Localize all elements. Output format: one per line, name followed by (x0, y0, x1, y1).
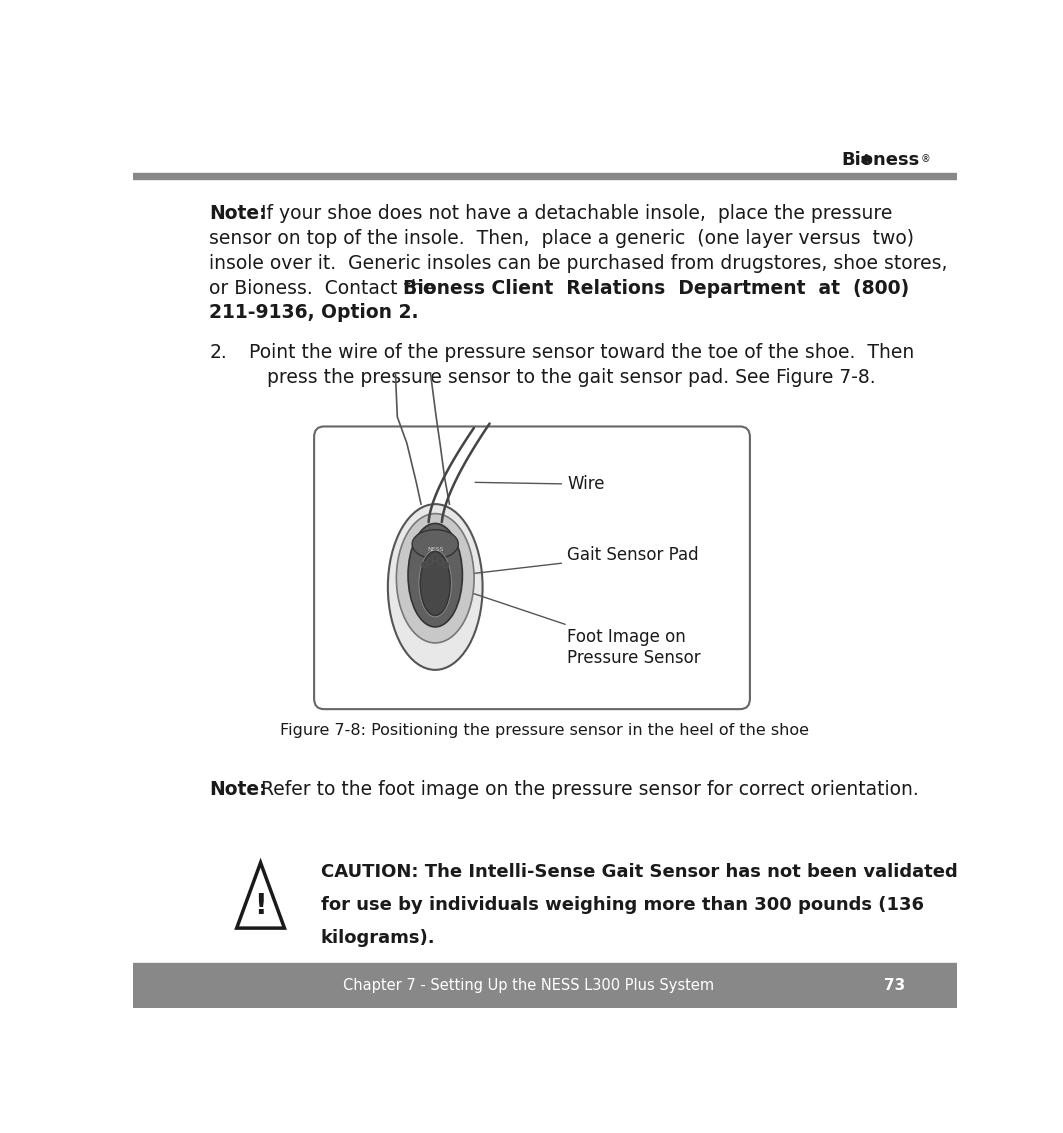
Ellipse shape (396, 513, 474, 642)
Text: or Bioness.  Contact the: or Bioness. Contact the (209, 279, 435, 298)
Text: Bioness Client  Relations  Department  at  (800): Bioness Client Relations Department at (… (403, 279, 909, 298)
Circle shape (421, 562, 427, 568)
Text: 2.: 2. (209, 343, 227, 363)
Ellipse shape (388, 504, 483, 670)
Text: Note:: Note: (209, 204, 267, 223)
Text: ®: ® (921, 154, 930, 164)
Text: Point the wire of the pressure sensor toward the toe of the shoe.  Then: Point the wire of the pressure sensor to… (249, 343, 914, 363)
Text: Gait Sensor Pad: Gait Sensor Pad (472, 546, 698, 573)
Text: insole over it.  Generic insoles can be purchased from drugstores, shoe stores,: insole over it. Generic insoles can be p… (209, 254, 948, 273)
Text: Figure 7-8: Positioning the pressure sensor in the heel of the shoe: Figure 7-8: Positioning the pressure sen… (281, 723, 809, 738)
Text: for use by individuals weighing more than 300 pounds (136: for use by individuals weighing more tha… (321, 896, 924, 914)
Text: Foot Image on
Pressure Sensor: Foot Image on Pressure Sensor (452, 587, 701, 667)
Text: Wire: Wire (475, 475, 605, 493)
Text: kilograms).: kilograms). (321, 929, 436, 947)
Text: CAUTION: The Intelli-Sense Gait Sensor has not been validated: CAUTION: The Intelli-Sense Gait Sensor h… (321, 862, 958, 880)
Text: ✱: ✱ (860, 153, 873, 168)
Text: Chapter 7 - Setting Up the NESS L300 Plus System: Chapter 7 - Setting Up the NESS L300 Plu… (342, 978, 714, 994)
Bar (133, 963, 957, 1008)
Ellipse shape (412, 529, 458, 559)
Text: Bioness: Bioness (842, 152, 919, 170)
Text: Refer to the foot image on the pressure sensor for correct orientation.: Refer to the foot image on the pressure … (260, 780, 918, 799)
Ellipse shape (420, 552, 450, 615)
Circle shape (443, 562, 449, 568)
Text: NESS: NESS (427, 547, 443, 552)
Circle shape (438, 559, 443, 564)
Polygon shape (237, 862, 285, 928)
Circle shape (433, 555, 438, 561)
Circle shape (427, 559, 433, 564)
Text: sensor on top of the insole.  Then,  place a generic  (one layer versus  two): sensor on top of the insole. Then, place… (209, 229, 914, 248)
FancyBboxPatch shape (315, 426, 749, 709)
Text: !: ! (254, 893, 267, 920)
Text: 73: 73 (884, 978, 906, 994)
Ellipse shape (408, 523, 462, 627)
Text: Note:: Note: (209, 780, 267, 799)
Bar (133, 172, 957, 179)
Text: 211-9136, Option 2.: 211-9136, Option 2. (209, 304, 419, 323)
Text: press the pressure sensor to the gait sensor pad. See Figure 7-8.: press the pressure sensor to the gait se… (267, 368, 876, 387)
Text: If your shoe does not have a detachable insole,  place the pressure: If your shoe does not have a detachable … (260, 204, 892, 223)
